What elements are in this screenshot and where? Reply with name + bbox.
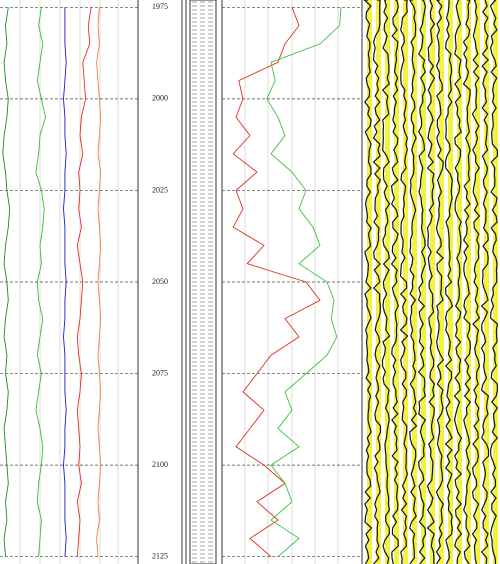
seismic-fill — [403, 0, 408, 564]
seismic-trace — [480, 0, 490, 564]
depth-label: 2100 — [152, 460, 168, 469]
seismic-trace — [372, 0, 382, 564]
seismic-trace — [408, 0, 418, 564]
seismic-trace — [426, 0, 436, 564]
log-curve — [76, 7, 92, 557]
seismic-panel — [363, 0, 499, 564]
log-curve — [35, 7, 46, 557]
seismic-trace — [462, 0, 472, 564]
seismic-fill — [475, 0, 480, 564]
seismic-fill — [466, 0, 471, 564]
seismic-fill — [448, 0, 453, 564]
depth-label: 2050 — [152, 277, 168, 286]
seismic-trace — [453, 0, 463, 564]
log-curve — [63, 7, 67, 557]
seismic-fill — [376, 0, 381, 564]
depth-label: 1975 — [152, 2, 168, 11]
seismic-trace — [390, 0, 399, 564]
log-curve — [232, 7, 321, 558]
seismic-trace — [489, 0, 499, 564]
seismic-trace — [417, 0, 427, 564]
seismic-trace — [363, 0, 373, 564]
depth-label: 2025 — [152, 185, 168, 194]
seismic-trace — [399, 0, 409, 564]
seismic-fill — [412, 0, 417, 564]
depth-label: 2075 — [152, 368, 168, 377]
log-curve — [2, 7, 11, 557]
seismic-trace — [381, 0, 391, 564]
seismic-fill — [493, 0, 498, 564]
seismic-fill — [385, 0, 390, 564]
depth-label: 2000 — [152, 94, 168, 103]
seismic-fill — [430, 0, 435, 564]
seismic-fill — [484, 0, 489, 564]
seismic-fill — [367, 0, 372, 564]
seismic-fill — [457, 0, 462, 564]
log-curve — [96, 7, 102, 557]
lithology-column — [189, 0, 217, 564]
seismic-trace — [435, 0, 445, 564]
seismic-trace — [471, 0, 481, 564]
seismic-trace — [444, 0, 454, 564]
depth-label: 2125 — [152, 552, 168, 561]
log-curve — [266, 7, 342, 558]
